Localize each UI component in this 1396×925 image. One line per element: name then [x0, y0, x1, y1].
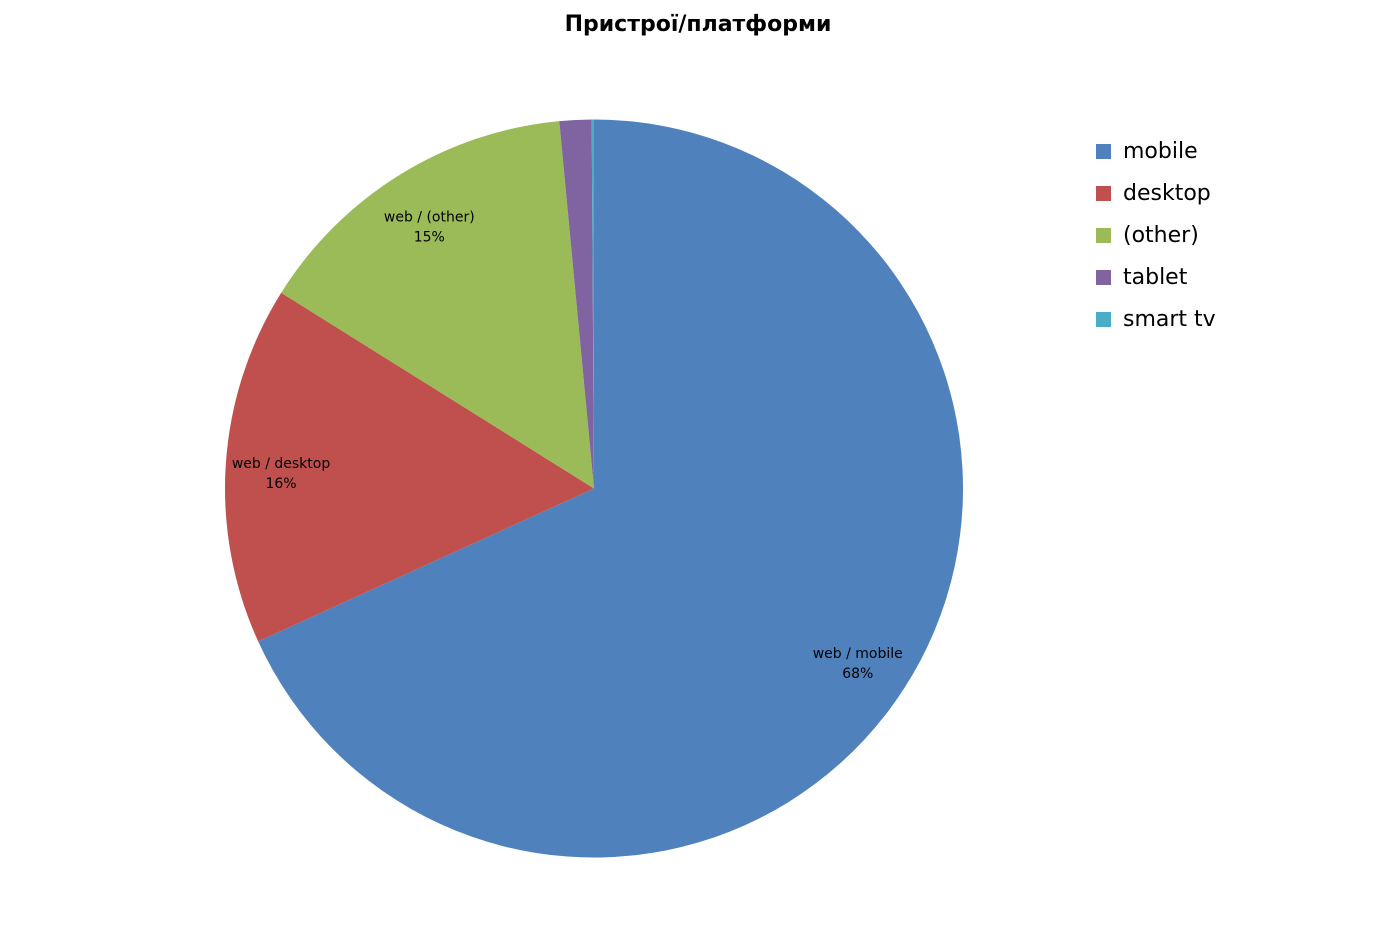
pie-slice-smart-tv	[591, 119, 594, 489]
legend-item: smart tv	[1096, 298, 1216, 340]
legend-swatch	[1096, 311, 1111, 327]
legend-item: tablet	[1096, 256, 1216, 298]
legend-label: mobile	[1123, 138, 1198, 164]
pie-slice-tablet	[559, 119, 594, 489]
data-label: web / (other) 15%	[384, 210, 475, 246]
data-label: web / mobile 68%	[813, 646, 903, 682]
legend-label: tablet	[1123, 264, 1188, 290]
legend-swatch	[1096, 269, 1111, 285]
data-label: web / desktop 16%	[232, 456, 331, 492]
pie-slice-desktop	[225, 292, 594, 642]
legend-label: (other)	[1123, 222, 1199, 248]
legend-label: smart tv	[1123, 306, 1216, 332]
pie-slice-other	[281, 121, 594, 489]
chart-title: Пристрої/платформи	[564, 12, 832, 37]
legend-swatch	[1096, 227, 1111, 243]
legend-item: mobile	[1096, 130, 1216, 172]
legend-label: desktop	[1123, 180, 1211, 206]
legend-item: (other)	[1096, 214, 1216, 256]
legend-item: desktop	[1096, 172, 1216, 214]
pie-slice-mobile	[258, 119, 963, 858]
legend-swatch	[1096, 143, 1111, 159]
legend: mobile desktop (other) tablet smart tv	[1096, 130, 1216, 340]
legend-swatch	[1096, 185, 1111, 201]
